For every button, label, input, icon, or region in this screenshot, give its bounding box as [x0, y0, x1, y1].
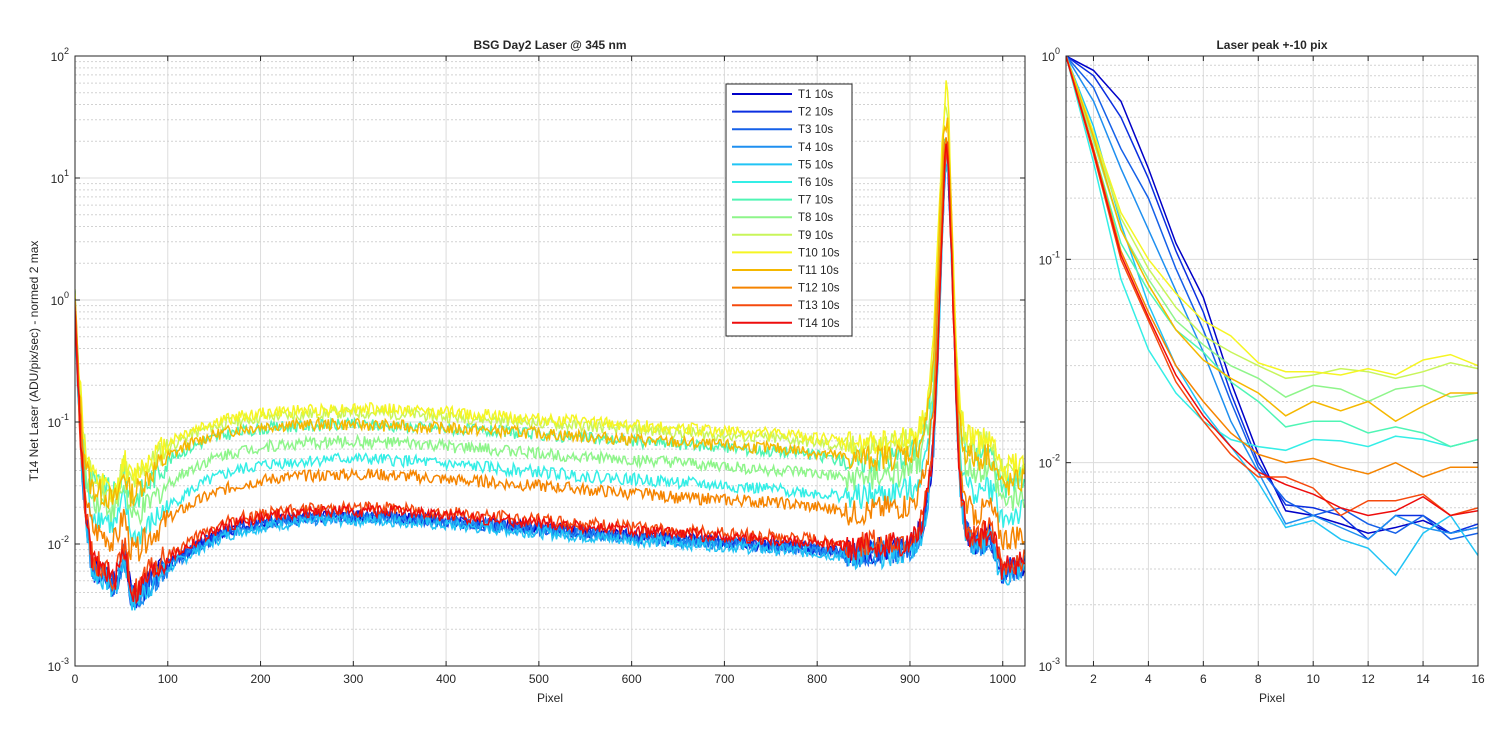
main-y-tick-label: 10-3 — [48, 656, 69, 674]
main-x-tick-label: 300 — [343, 672, 363, 686]
peak-series-line — [1066, 56, 1478, 577]
main-x-tick-label: 0 — [72, 672, 79, 686]
peak-y-tick-labels: 10-3 10-2 10-1 100 — [1039, 46, 1478, 674]
peak-chart-title: Laser peak +-10 pix — [1216, 38, 1327, 52]
peak-series-line — [1066, 56, 1478, 452]
peak-axes-box — [1065, 55, 1479, 667]
main-axes-box — [74, 55, 1026, 667]
peak-series-lines — [1066, 56, 1478, 577]
peak-plot-area — [1066, 56, 1478, 666]
peak-x-tick-label: 6 — [1200, 672, 1207, 686]
peak-x-tick-label: 10 — [1307, 672, 1321, 686]
peak-series-line — [1066, 56, 1478, 541]
legend-label: T3 10s — [798, 124, 833, 136]
main-series-line — [75, 143, 1025, 605]
peak-series-line — [1066, 56, 1478, 448]
main-y-tick-label: 100 — [51, 290, 69, 308]
main-series-line — [75, 139, 1025, 526]
peak-series-line — [1066, 56, 1478, 423]
peak-x-axis-label: Pixel — [1259, 691, 1285, 705]
legend-label: T14 10s — [798, 318, 840, 330]
legend-label: T6 10s — [798, 177, 833, 189]
peak-x-tick-labels: 2 4 6 8 10 12 14 16 — [1090, 56, 1485, 686]
main-x-tick-label: 800 — [807, 672, 827, 686]
peak-x-tick-label: 16 — [1471, 672, 1485, 686]
peak-series-line — [1066, 56, 1478, 380]
peak-y-tick-label: 10-3 — [1039, 656, 1060, 674]
legend-label: T1 10s — [798, 89, 833, 101]
main-series-line — [75, 117, 1025, 510]
legend-label: T9 10s — [798, 230, 833, 242]
main-series-line — [75, 80, 1025, 503]
peak-series-line — [1066, 56, 1478, 541]
peak-series-line — [1066, 56, 1478, 478]
main-x-tick-label: 200 — [251, 672, 271, 686]
legend-label: T13 10s — [798, 300, 840, 312]
peak-x-tick-label: 14 — [1416, 672, 1430, 686]
peak-x-tick-label: 8 — [1255, 672, 1262, 686]
main-series-line — [75, 137, 1025, 562]
peak-x-tick-label: 12 — [1361, 672, 1375, 686]
peak-x-tick-label: 4 — [1145, 672, 1152, 686]
legend-label: T10 10s — [798, 247, 840, 259]
peak-series-line — [1066, 56, 1478, 517]
legend-label: T5 10s — [798, 159, 833, 171]
main-x-tick-labels: 0 100 200 300 400 500 600 700 800 900 1000 — [72, 56, 1016, 686]
legend-label: T2 10s — [798, 107, 833, 119]
legend: T1 10s T2 10s T3 10s T4 10s T5 10s T6 10s T7 1… — [725, 83, 853, 337]
main-x-tick-label: 500 — [529, 672, 549, 686]
legend-label: T12 10s — [798, 283, 840, 295]
main-x-tick-label: 400 — [436, 672, 456, 686]
peak-x-tick-label: 2 — [1090, 672, 1097, 686]
main-y-tick-label: 10-2 — [48, 534, 69, 552]
main-y-axis-label: T14 Net Laser (ADU/pix/sec) - normed 2 m… — [27, 241, 41, 482]
peak-series-line — [1066, 56, 1478, 403]
legend-label: T8 10s — [798, 212, 833, 224]
main-series-lines — [75, 80, 1025, 611]
legend-label: T7 10s — [798, 195, 833, 207]
peak-y-tick-label: 10-2 — [1039, 453, 1060, 471]
main-y-tick-labels: 10-3 10-2 10-1 100 101 102 — [48, 46, 1025, 674]
main-x-tick-label: 100 — [158, 672, 178, 686]
peak-series-line — [1066, 56, 1478, 517]
main-chart-title: BSG Day2 Laser @ 345 nm — [473, 38, 626, 52]
peak-series-line — [1066, 56, 1478, 376]
legend-box — [725, 83, 853, 337]
main-x-axis-label: Pixel — [537, 691, 563, 705]
main-series-line — [75, 144, 1025, 548]
main-y-tick-label: 102 — [51, 46, 69, 64]
peak-y-tick-label: 100 — [1042, 46, 1060, 64]
main-y-tick-label: 10-1 — [48, 412, 69, 430]
main-plot-area — [75, 56, 1025, 666]
legend-label: T11 10s — [798, 265, 839, 277]
main-x-tick-label: 1000 — [989, 672, 1016, 686]
main-y-tick-label: 101 — [51, 168, 69, 186]
main-x-tick-label: 900 — [900, 672, 920, 686]
peak-y-tick-label: 10-1 — [1039, 249, 1060, 267]
peak-axes: 2 4 6 8 10 12 14 16 10-3 10-2 10-1 100 Laser peak … — [1039, 38, 1485, 705]
main-x-tick-label: 700 — [714, 672, 734, 686]
main-x-tick-label: 600 — [622, 672, 642, 686]
main-axes: 0 100 200 300 400 500 600 700 800 900 1000 10-310-… — [27, 38, 1026, 705]
legend-label: T4 10s — [798, 142, 833, 154]
